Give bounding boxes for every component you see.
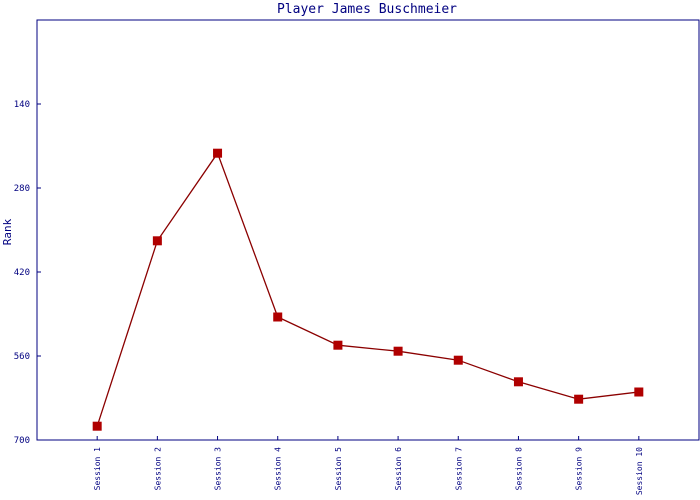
data-point — [453, 355, 463, 365]
x-tick-label: Session 7 — [454, 447, 463, 491]
x-tick-label: Session 5 — [334, 447, 343, 491]
data-point — [92, 421, 102, 431]
data-point — [574, 394, 584, 404]
data-point — [634, 387, 644, 397]
data-point — [152, 236, 162, 246]
data-point — [513, 377, 523, 387]
x-tick-label: Session 3 — [214, 447, 223, 491]
x-tick-label: Session 10 — [635, 447, 644, 495]
x-tick-label: Session 6 — [394, 447, 403, 491]
y-tick-label: 420 — [14, 268, 30, 278]
y-axis-label: Rank — [1, 218, 14, 245]
x-tick-label: Session 4 — [274, 447, 283, 491]
x-tick-label: Session 2 — [153, 447, 162, 491]
y-tick-label: 140 — [14, 100, 30, 110]
y-tick-label: 700 — [14, 436, 30, 446]
chart-title: Player James Buschmeier — [277, 2, 457, 17]
plot-frame — [36, 19, 700, 441]
x-tick-label: Session 1 — [93, 447, 102, 491]
x-tick-label: Session 8 — [514, 447, 523, 491]
y-tick-label: 560 — [14, 352, 30, 362]
series-line — [96, 151, 639, 427]
y-tick-label: 280 — [14, 184, 30, 194]
x-tick-label: Session 9 — [575, 447, 584, 491]
data-point — [213, 148, 223, 158]
data-point — [333, 340, 343, 350]
data-point — [273, 312, 283, 322]
data-point — [393, 346, 403, 356]
